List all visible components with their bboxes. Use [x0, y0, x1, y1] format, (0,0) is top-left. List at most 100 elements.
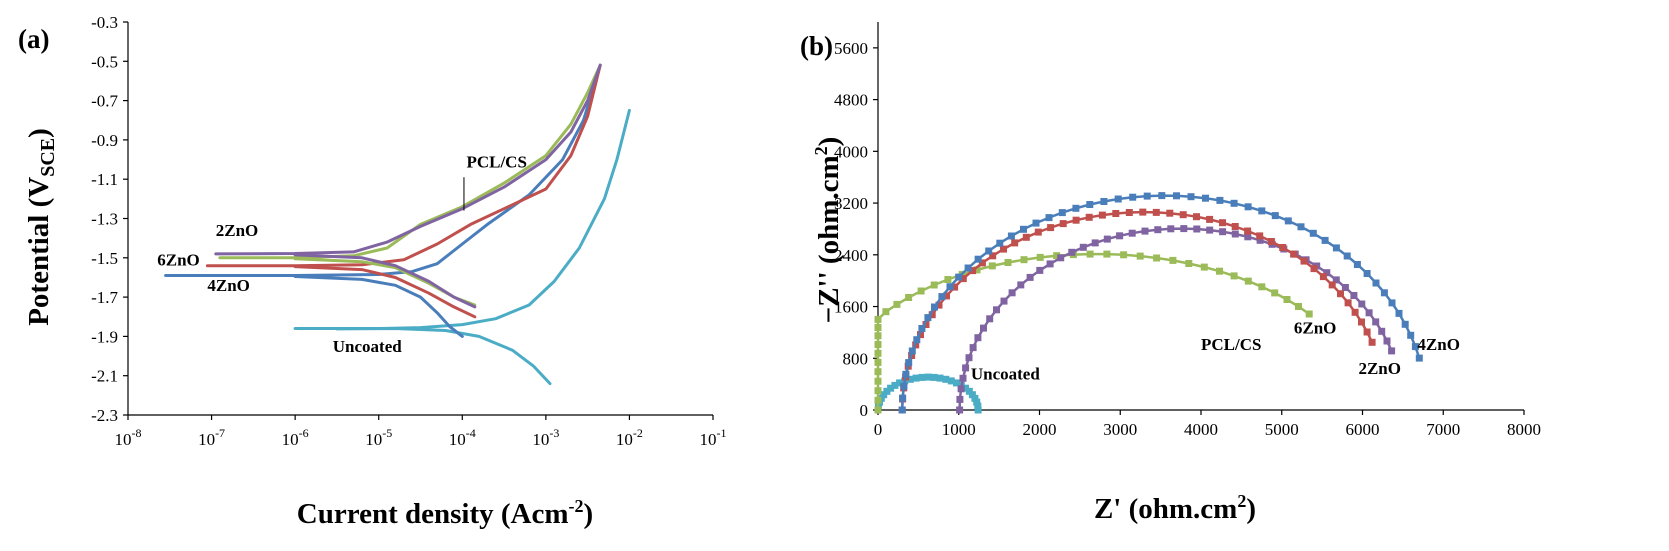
- data-point: [1206, 226, 1214, 234]
- panel-a-series: [164, 63, 631, 386]
- data-point: [918, 325, 926, 332]
- data-point: [946, 283, 954, 291]
- branch-anodic: [214, 63, 602, 256]
- branch-anodic: [293, 108, 631, 330]
- data-point: [1407, 331, 1415, 339]
- panel-b-x-tick-label: 3000: [1103, 420, 1137, 439]
- data-point: [969, 267, 977, 275]
- panel-b-y-tick-label: 2400: [834, 246, 868, 265]
- data-point: [1120, 251, 1128, 259]
- data-point: [1045, 214, 1053, 222]
- data-point: [1125, 209, 1133, 216]
- data-point: [942, 375, 950, 383]
- data-point: [899, 394, 907, 402]
- nyquist-2zno: [956, 225, 1396, 414]
- data-point: [962, 384, 969, 392]
- data-point: [1193, 213, 1200, 221]
- data-point: [974, 402, 982, 410]
- label-6zno: 6ZnO: [157, 251, 200, 270]
- data-point: [1244, 233, 1252, 241]
- data-point: [1053, 252, 1061, 260]
- data-point: [959, 374, 967, 382]
- label-uncoated: Uncoated: [333, 337, 402, 356]
- panel-b-y-tick-label: 5600: [834, 39, 868, 58]
- panel-a-y-tick-label: -1.9: [91, 327, 118, 346]
- data-point: [1112, 210, 1120, 217]
- label-4zno: 4ZnO: [1417, 335, 1460, 354]
- data-point: [896, 379, 904, 387]
- data-point: [1057, 254, 1065, 262]
- data-point: [1180, 225, 1188, 233]
- data-point: [902, 370, 910, 378]
- label-2zno: 2ZnO: [1358, 359, 1401, 378]
- data-point: [913, 336, 921, 344]
- data-point: [1290, 250, 1298, 258]
- panel-b-x-tick-label: 6000: [1346, 420, 1380, 439]
- data-point: [1086, 250, 1094, 258]
- data-point: [1350, 292, 1358, 299]
- panel-b-y-tick-label: 800: [843, 349, 869, 368]
- panel-a-annotations: PCL/CS 2ZnO 6ZnO 4ZnO Uncoated: [157, 152, 527, 356]
- data-point: [898, 406, 906, 414]
- data-point: [1136, 252, 1144, 260]
- panel-b-y-tick-label: 3200: [834, 194, 868, 213]
- data-point: [1058, 209, 1066, 217]
- nyquist-pcl-cs: [874, 250, 1313, 414]
- data-point: [1129, 193, 1137, 201]
- panel-a-y-tick-label: -0.5: [91, 52, 118, 71]
- data-point: [931, 303, 938, 311]
- data-point: [969, 344, 977, 352]
- data-point: [874, 406, 882, 414]
- data-point: [1034, 228, 1042, 236]
- fit-line: [876, 252, 1310, 410]
- data-point: [1000, 297, 1008, 305]
- data-point: [955, 273, 963, 281]
- data-point: [1337, 290, 1344, 298]
- data-point: [928, 311, 936, 319]
- data-point: [1216, 267, 1223, 275]
- data-point: [1128, 229, 1136, 237]
- data-point: [1256, 232, 1264, 240]
- data-point: [1319, 273, 1327, 281]
- panel-b-label: (b): [800, 31, 833, 61]
- data-point: [1267, 238, 1275, 245]
- data-point: [891, 381, 899, 389]
- data-point: [1020, 225, 1027, 233]
- data-point: [1372, 318, 1380, 326]
- data-point: [1036, 253, 1044, 261]
- data-point: [985, 247, 993, 255]
- data-point: [1166, 209, 1174, 217]
- data-point: [1202, 194, 1209, 202]
- data-point: [874, 315, 882, 323]
- panel-a-x-tick-label: 10-5: [365, 426, 392, 449]
- panel-b-x-tick-label: 0: [874, 420, 883, 439]
- data-point: [1231, 223, 1239, 230]
- data-point: [1363, 328, 1371, 336]
- data-point: [1114, 195, 1122, 203]
- branch-cathodic: [335, 327, 552, 386]
- data-point: [1323, 269, 1331, 277]
- data-point: [1411, 343, 1419, 351]
- data-point: [1230, 199, 1238, 207]
- data-point: [874, 377, 882, 385]
- panel-a-y-tick-label: -2.3: [91, 406, 118, 425]
- data-point: [924, 373, 932, 381]
- data-point: [1388, 347, 1396, 355]
- panel-a-axes: -0.3 -0.5 -0.7 -0.9 -1.1 -1.3 -1.5 -1.7 -1.9 -2.1…: [91, 13, 726, 449]
- data-point: [905, 294, 913, 301]
- label-6zno: 6ZnO: [1294, 319, 1337, 338]
- data-point: [996, 239, 1004, 247]
- data-point: [953, 379, 960, 387]
- data-point: [980, 324, 987, 332]
- data-point: [930, 281, 938, 289]
- data-point: [1072, 204, 1080, 212]
- data-point: [1244, 277, 1252, 285]
- data-point: [874, 349, 882, 357]
- data-point: [943, 292, 950, 300]
- nyquist-4zno: [898, 192, 1423, 414]
- data-point: [1193, 225, 1201, 233]
- panel-a-x-tick-label: 10-7: [198, 426, 225, 449]
- data-point: [1154, 226, 1162, 234]
- data-point: [1103, 250, 1111, 258]
- panel-b-annotations: Uncoated PCL/CS 6ZnO 2ZnO 4ZnO: [971, 319, 1460, 384]
